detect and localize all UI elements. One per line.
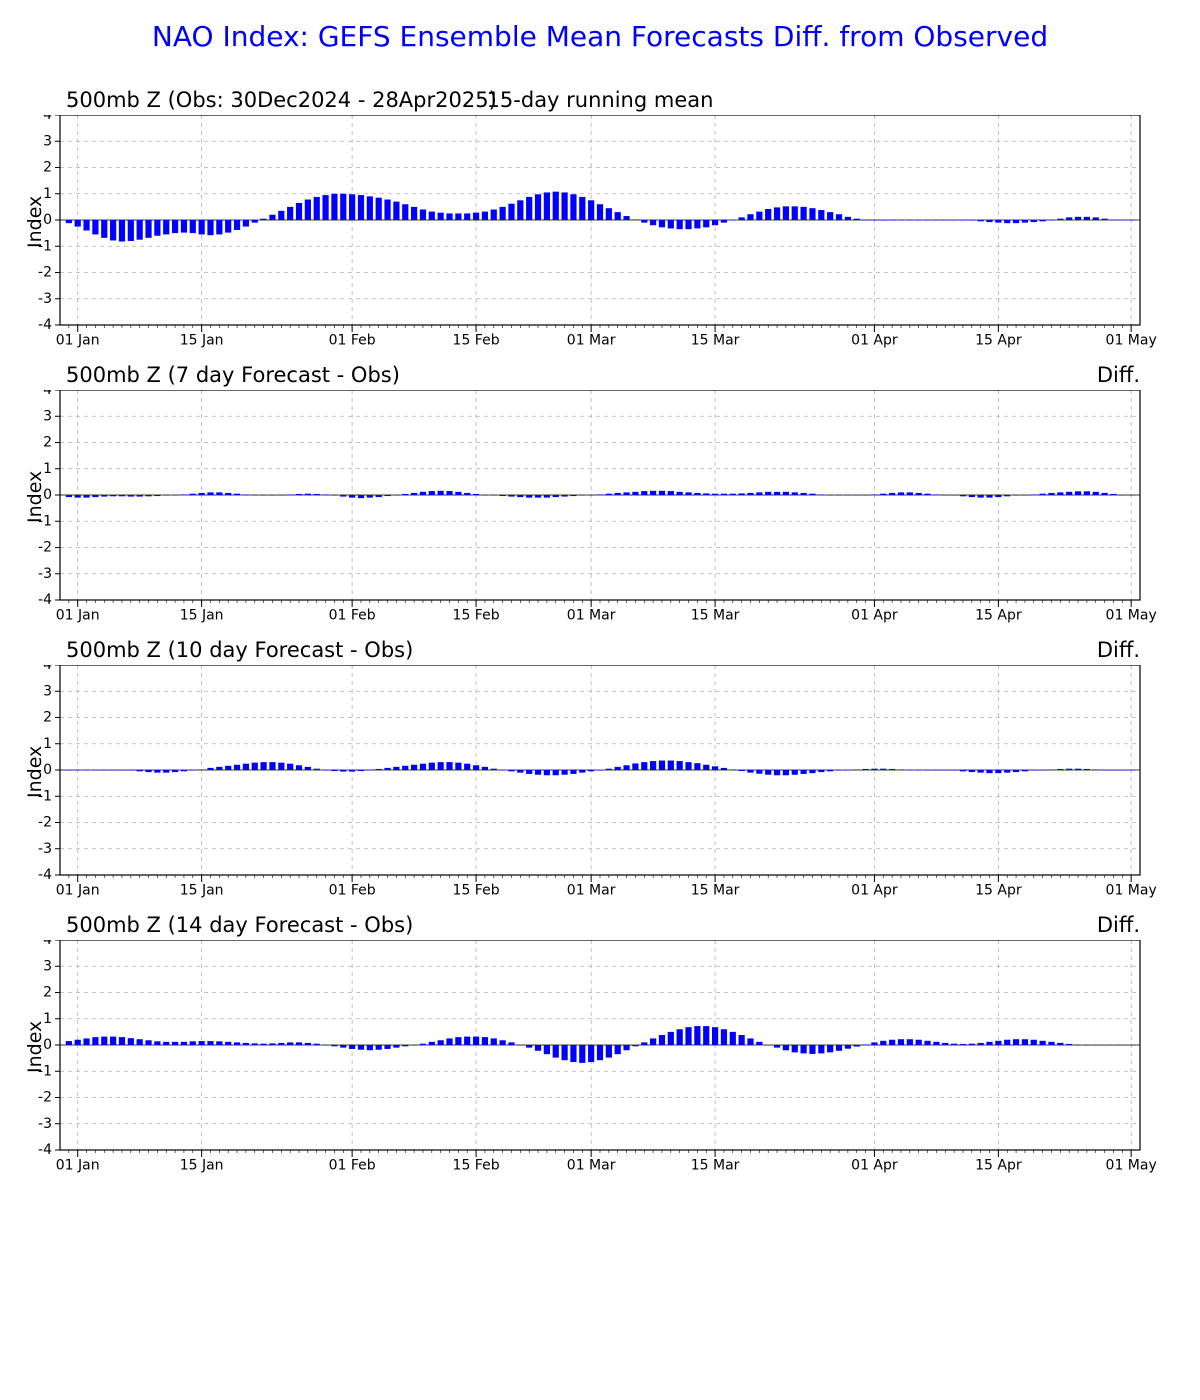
svg-text:15 Feb: 15 Feb [453,883,500,899]
chart-panel-2: 500mb Z (10 day Forecast - Obs)Diff.Inde… [60,665,1140,875]
svg-text:15 Mar: 15 Mar [691,1158,740,1174]
svg-text:1: 1 [43,186,52,202]
svg-text:15 Apr: 15 Apr [975,1158,1022,1174]
svg-text:01 Apr: 01 Apr [851,608,898,624]
svg-text:0: 0 [43,212,52,228]
svg-text:01 Mar: 01 Mar [567,333,616,349]
bars [66,1026,1134,1063]
svg-text:01 Apr: 01 Apr [851,333,898,349]
svg-text:-4: -4 [38,592,52,608]
svg-text:2: 2 [43,985,52,1001]
svg-text:-2: -2 [38,1090,52,1106]
svg-text:01 Jan: 01 Jan [56,883,100,899]
main-title: NAO Index: GEFS Ensemble Mean Forecasts … [0,20,1200,53]
chart-panel-3: 500mb Z (14 day Forecast - Obs)Diff.Inde… [60,940,1140,1150]
svg-text:15 Jan: 15 Jan [180,333,224,349]
svg-text:01 Mar: 01 Mar [567,883,616,899]
chart-panel-0: 500mb Z (Obs: 30Dec2024 - 28Apr2025)15-d… [60,115,1140,325]
svg-text:4: 4 [43,115,52,123]
svg-text:2: 2 [43,435,52,451]
svg-text:-2: -2 [38,815,52,831]
svg-text:2: 2 [43,710,52,726]
svg-text:-1: -1 [38,788,52,804]
svg-text:01 Jan: 01 Jan [56,1158,100,1174]
svg-text:0: 0 [43,762,52,778]
svg-text:-2: -2 [38,265,52,281]
svg-text:15 Mar: 15 Mar [691,333,740,349]
svg-text:3: 3 [43,683,52,699]
svg-text:15 Feb: 15 Feb [453,333,500,349]
panel-title-left: 500mb Z (10 day Forecast - Obs) [66,638,413,662]
svg-text:15 Apr: 15 Apr [975,883,1022,899]
svg-text:1: 1 [43,1011,52,1027]
bars [66,491,1134,498]
svg-text:01 Feb: 01 Feb [329,883,376,899]
panel-title-right: 15-day running mean [60,88,1140,112]
svg-text:15 Mar: 15 Mar [691,883,740,899]
svg-text:-4: -4 [38,317,52,333]
panel-title-right: Diff. [1097,638,1140,662]
svg-text:3: 3 [43,133,52,149]
panel-title-right: Diff. [1097,363,1140,387]
svg-text:-1: -1 [38,238,52,254]
svg-text:01 May: 01 May [1106,1158,1157,1174]
svg-text:3: 3 [43,958,52,974]
svg-text:-2: -2 [38,540,52,556]
svg-text:01 Jan: 01 Jan [56,608,100,624]
bars [66,761,1134,776]
svg-text:01 Jan: 01 Jan [56,333,100,349]
svg-text:-3: -3 [38,1116,52,1132]
svg-text:15 Feb: 15 Feb [453,1158,500,1174]
chart-svg: -4 -3 -2 -1 0 1 2 3 4 01 Jan 15 Jan 01 Feb 15 Feb 01 … [20,940,1180,1190]
svg-text:3: 3 [43,408,52,424]
svg-text:01 May: 01 May [1106,883,1157,899]
svg-text:15 Mar: 15 Mar [691,608,740,624]
svg-text:01 Apr: 01 Apr [851,883,898,899]
svg-text:01 May: 01 May [1106,333,1157,349]
svg-text:01 Mar: 01 Mar [567,1158,616,1174]
svg-text:01 Mar: 01 Mar [567,608,616,624]
svg-text:01 Feb: 01 Feb [329,333,376,349]
svg-text:-3: -3 [38,566,52,582]
svg-text:15 Apr: 15 Apr [975,608,1022,624]
chart-svg: -4 -3 -2 -1 0 1 2 3 4 01 Jan 15 Jan 01 Feb 15 Feb 01 … [20,115,1180,365]
svg-text:-4: -4 [38,867,52,883]
svg-text:15 Jan: 15 Jan [180,883,224,899]
chart-svg: -4 -3 -2 -1 0 1 2 3 4 01 Jan 15 Jan 01 Feb 15 Feb 01 … [20,665,1180,915]
panel-title-left: 500mb Z (7 day Forecast - Obs) [66,363,400,387]
svg-text:2: 2 [43,160,52,176]
svg-text:01 Apr: 01 Apr [851,1158,898,1174]
svg-text:01 May: 01 May [1106,608,1157,624]
bars [66,192,1134,242]
svg-text:-3: -3 [38,291,52,307]
svg-text:15 Feb: 15 Feb [453,608,500,624]
svg-text:0: 0 [43,1037,52,1053]
svg-text:4: 4 [43,940,52,948]
svg-text:15 Jan: 15 Jan [180,608,224,624]
svg-text:-1: -1 [38,1063,52,1079]
svg-text:1: 1 [43,461,52,477]
svg-text:0: 0 [43,487,52,503]
svg-text:1: 1 [43,736,52,752]
svg-text:15 Jan: 15 Jan [180,1158,224,1174]
svg-text:4: 4 [43,390,52,398]
chart-svg: -4 -3 -2 -1 0 1 2 3 4 01 Jan 15 Jan 01 Feb 15 Feb 01 … [20,390,1180,640]
svg-text:15 Apr: 15 Apr [975,333,1022,349]
panel-title-left: 500mb Z (14 day Forecast - Obs) [66,913,413,937]
svg-text:-3: -3 [38,841,52,857]
svg-text:01 Feb: 01 Feb [329,608,376,624]
svg-text:-4: -4 [38,1142,52,1158]
svg-text:01 Feb: 01 Feb [329,1158,376,1174]
chart-panel-1: 500mb Z (7 day Forecast - Obs)Diff.Index… [60,390,1140,600]
panel-title-right: Diff. [1097,913,1140,937]
svg-text:4: 4 [43,665,52,673]
svg-text:-1: -1 [38,513,52,529]
